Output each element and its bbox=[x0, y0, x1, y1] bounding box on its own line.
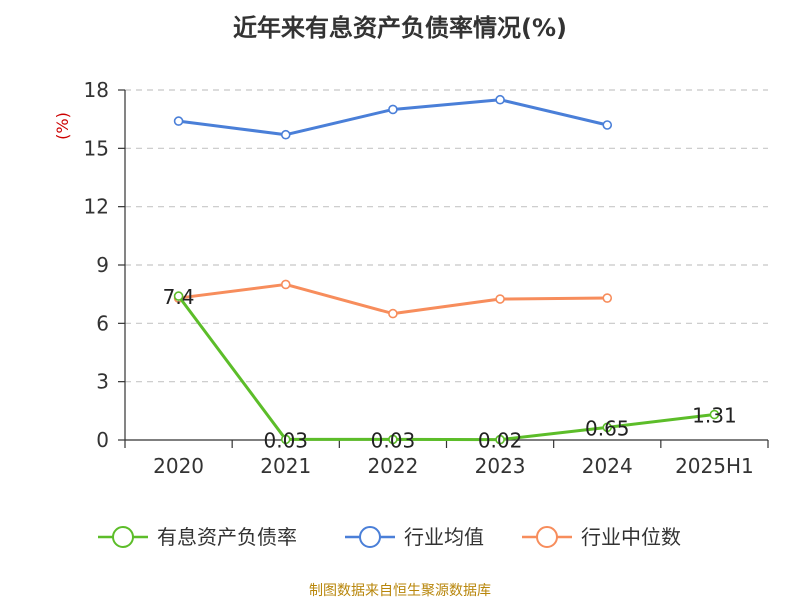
data-label: 0.03 bbox=[371, 428, 416, 452]
y-tick-label: 3 bbox=[96, 370, 109, 394]
legend-label: 行业均值 bbox=[404, 525, 484, 549]
data-point bbox=[173, 116, 184, 126]
data-point bbox=[495, 294, 505, 304]
data-label: 1.31 bbox=[692, 404, 737, 428]
data-point bbox=[602, 120, 613, 130]
data-label: 0.03 bbox=[263, 428, 308, 452]
data-point bbox=[709, 409, 720, 420]
x-tick-label: 2023 bbox=[475, 454, 526, 478]
legend-marker bbox=[536, 526, 558, 548]
legend-label: 行业中位数 bbox=[581, 525, 681, 549]
legend-marker bbox=[359, 526, 381, 548]
axes: 0 3 6 9 12 15 18 2020 2021 2022 2023 2024 2025H1 bbox=[84, 78, 769, 478]
data-point bbox=[388, 104, 398, 115]
y-tick-label: 15 bbox=[84, 136, 109, 160]
data-point bbox=[495, 94, 505, 105]
x-tick-label: 2020 bbox=[153, 454, 204, 478]
y-tick-label: 6 bbox=[96, 311, 109, 335]
y-tick-label: 0 bbox=[96, 428, 109, 452]
data-point bbox=[388, 434, 398, 445]
data-point bbox=[280, 279, 291, 290]
series-layer bbox=[173, 94, 720, 445]
y-tick-label: 12 bbox=[84, 195, 109, 219]
x-tick-label: 2021 bbox=[260, 454, 311, 478]
y-tick-label: 18 bbox=[84, 78, 109, 102]
legend-label: 有息资产负债率 bbox=[157, 525, 297, 549]
x-tick-label: 2022 bbox=[367, 454, 418, 478]
x-tick-label: 2024 bbox=[582, 454, 633, 478]
grid-lines bbox=[125, 89, 768, 383]
data-point bbox=[173, 291, 184, 301]
data-labels: 7.4 0.03 0.03 0.02 0.65 1.31 bbox=[163, 285, 737, 453]
data-point bbox=[602, 293, 613, 303]
data-point bbox=[280, 129, 291, 140]
data-point bbox=[495, 434, 505, 445]
data-point bbox=[280, 434, 291, 445]
source-note: 制图数据来自恒生聚源数据库 bbox=[309, 583, 491, 599]
y-axis-unit-label: (%) bbox=[53, 112, 72, 140]
series-line bbox=[177, 295, 715, 442]
data-label: 7.4 bbox=[163, 285, 195, 309]
legend-marker bbox=[112, 526, 134, 548]
data-label: 0.02 bbox=[478, 429, 523, 453]
y-tick-label: 9 bbox=[96, 253, 109, 277]
data-point bbox=[602, 422, 613, 433]
data-label: 0.65 bbox=[585, 416, 630, 440]
data-point bbox=[388, 308, 398, 319]
x-tick-label: 2025H1 bbox=[675, 454, 754, 478]
legend: 有息资产负债率 行业均值 行业中位数 bbox=[98, 525, 681, 549]
chart-title: 近年来有息资产负债率情况(%) bbox=[233, 14, 567, 42]
